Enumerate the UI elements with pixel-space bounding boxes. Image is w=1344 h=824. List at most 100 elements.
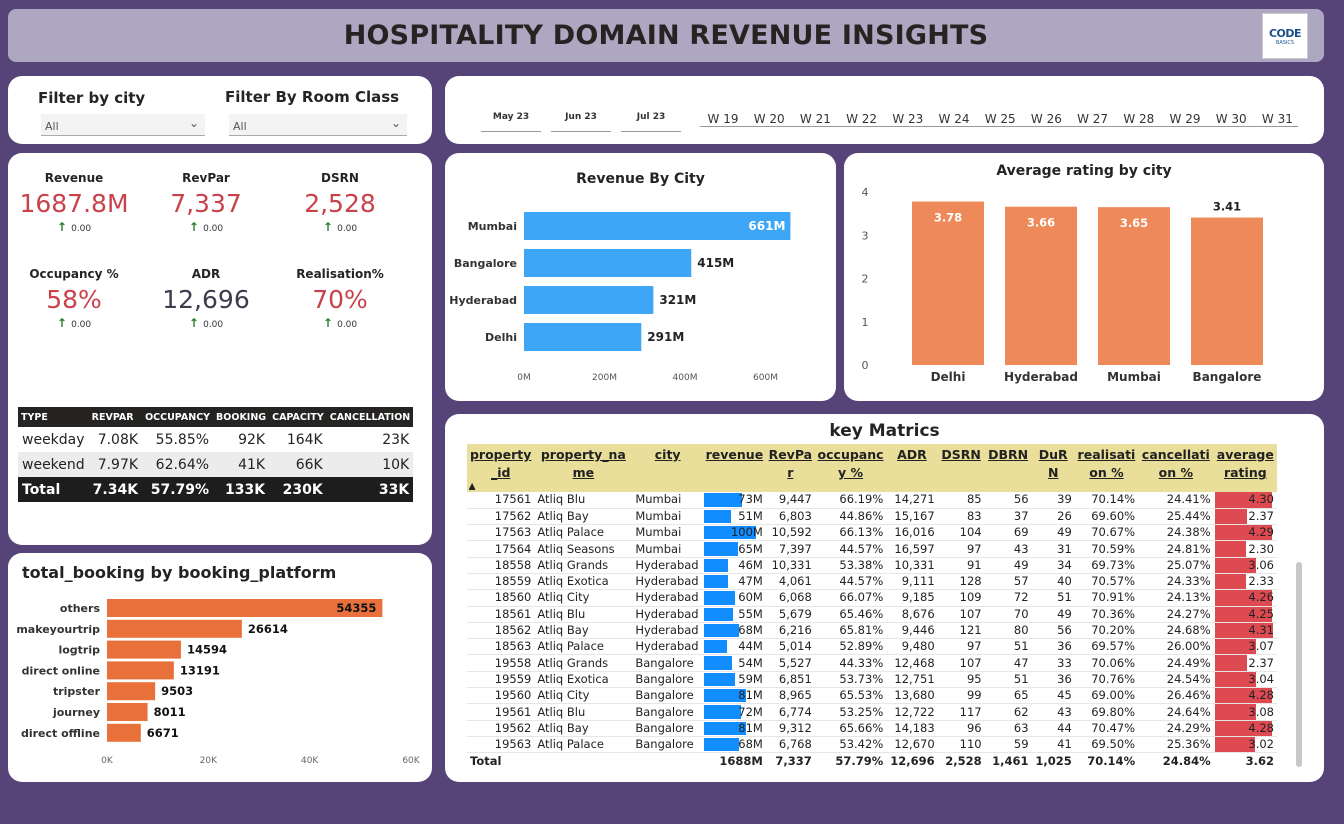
booking-bar[interactable]: [107, 619, 242, 638]
bar-value-label: 8011: [154, 705, 186, 719]
booking-bar[interactable]: [107, 640, 181, 659]
metrics-column-header[interactable]: DBRN: [984, 444, 1032, 492]
table-cell: 2,528: [945, 753, 982, 768]
rating-bar[interactable]: [1191, 217, 1263, 365]
table-cell: 91: [937, 557, 985, 574]
table-header[interactable]: CAPACITY: [269, 407, 327, 427]
week-slicer-item[interactable]: W 26: [1030, 112, 1062, 126]
booking-platform-panel: total_booking by booking_platform others…: [8, 553, 432, 782]
metrics-column-header[interactable]: realisati on %: [1074, 444, 1139, 492]
table-cell: 70.14%: [1087, 753, 1136, 768]
week-slicer-item[interactable]: W 27: [1077, 112, 1109, 126]
booking-bar[interactable]: [107, 661, 174, 680]
week-slicer-item[interactable]: W 30: [1215, 112, 1247, 126]
table-header[interactable]: TYPE: [18, 407, 89, 427]
table-cell: 81M: [703, 720, 766, 737]
rating-bar[interactable]: [912, 201, 984, 365]
week-slicer-item[interactable]: W 25: [984, 112, 1016, 126]
table-cell: Atliq Exotica: [534, 671, 633, 689]
table-cell: Atliq Grands: [534, 557, 633, 574]
metrics-column-header[interactable]: property _id ▲: [467, 444, 535, 492]
revenue-data-bar: [704, 574, 729, 589]
table-cell: 51M: [703, 508, 766, 526]
table-cell: Atliq City: [534, 589, 633, 607]
table-header[interactable]: CANCELLATION: [326, 407, 414, 427]
chevron-down-icon: ⌄: [390, 116, 401, 130]
revenue-bar[interactable]: [524, 212, 791, 240]
table-header[interactable]: OCCUPANCY: [142, 407, 214, 427]
month-slicer-item[interactable]: May 23: [481, 112, 541, 132]
table-row: 18563 Atliq Palace Hyderabad 44M 5,014 52.89%…: [467, 638, 1277, 656]
week-slicer-item[interactable]: W 21: [799, 112, 831, 126]
rating-value: 3.07: [1248, 639, 1274, 654]
table-cell: 56: [984, 492, 1032, 509]
table-cell: 69: [984, 524, 1032, 542]
bar-value-label: 14594: [187, 643, 227, 657]
kpi-label: ADR: [191, 267, 221, 281]
table-scrollbar[interactable]: [1296, 562, 1302, 767]
table-cell: 24.29%: [1138, 720, 1214, 737]
revenue-bar[interactable]: [524, 249, 692, 277]
table-cell: Atliq Seasons: [534, 540, 633, 558]
table-cell: 66.19%: [814, 492, 887, 509]
table-cell: 128: [937, 573, 985, 591]
axis-tick-label: 0K: [101, 756, 114, 766]
metrics-column-header[interactable]: ADR: [886, 444, 938, 492]
week-slicer-item[interactable]: W 28: [1123, 112, 1155, 126]
week-slicer-item[interactable]: W 22: [846, 112, 878, 126]
rating-value: 4.30: [1248, 492, 1274, 507]
kpi-label: DSRN: [321, 171, 359, 185]
metrics-column-header[interactable]: cancellati on %: [1138, 444, 1214, 492]
booking-bar[interactable]: [107, 703, 148, 721]
week-slicer-item[interactable]: W 31: [1261, 112, 1293, 126]
table-header[interactable]: REVPAR: [88, 407, 143, 427]
metrics-column-header[interactable]: RevPa r: [765, 444, 815, 492]
table-cell: 100M: [703, 524, 766, 542]
rating-bar[interactable]: [1098, 207, 1170, 365]
table-cell: 57: [984, 573, 1032, 591]
room-class-filter-dropdown[interactable]: All ⌄: [229, 114, 407, 136]
booking-bar[interactable]: [107, 599, 383, 617]
rating-bar[interactable]: [1005, 206, 1077, 365]
metrics-column-header[interactable]: occupanc y %: [814, 444, 887, 492]
week-slicer-item[interactable]: W 20: [753, 112, 785, 126]
month-slicer-item[interactable]: Jul 23: [621, 112, 681, 132]
sort-ascending-icon[interactable]: ▲: [469, 481, 476, 490]
metrics-column-header[interactable]: average rating: [1213, 444, 1277, 492]
table-cell: 65.81%: [814, 622, 887, 640]
table-cell: 10,331: [886, 557, 938, 574]
axis-tick-label: 600M: [753, 373, 778, 383]
booking-bar[interactable]: [107, 682, 156, 701]
revenue-value: 46M: [738, 557, 763, 572]
metrics-column-header[interactable]: DuR N: [1031, 444, 1075, 492]
table-cell: 43: [984, 540, 1032, 558]
metrics-column-header[interactable]: DSRN: [937, 444, 985, 492]
table-header[interactable]: BOOKING: [213, 407, 270, 427]
revenue-bar[interactable]: [524, 323, 642, 351]
metrics-column-header[interactable]: city: [632, 444, 704, 492]
metrics-column-header[interactable]: revenue: [703, 444, 766, 492]
week-slicer-item[interactable]: W 29: [1169, 112, 1201, 126]
table-cell: 72: [984, 589, 1032, 607]
rating-value: 2.37: [1248, 508, 1274, 523]
revenue-data-bar: [704, 542, 738, 556]
city-filter-dropdown[interactable]: All ⌄: [41, 114, 205, 136]
table-cell: 55.85%: [155, 431, 210, 448]
table-cell: 70.47%: [1074, 720, 1139, 737]
revenue-value: 81M: [738, 720, 763, 735]
table-cell: 66.07%: [814, 589, 887, 607]
table-cell: 4.28: [1213, 720, 1277, 737]
metrics-column-header[interactable]: property_na me: [534, 444, 633, 492]
kpi-value: 1687.8M: [19, 189, 129, 218]
table-cell: 9,185: [886, 589, 938, 607]
week-slicer-item[interactable]: W 19: [707, 112, 739, 126]
month-slicer-item[interactable]: Jun 23: [551, 112, 611, 132]
table-cell: 69.00%: [1074, 687, 1139, 705]
axis-tick-label: 60K: [402, 756, 420, 766]
revenue-bar[interactable]: [524, 286, 654, 314]
table-cell: Atliq Blu: [534, 606, 633, 623]
week-slicer-item[interactable]: W 24: [938, 112, 970, 126]
week-slicer-item[interactable]: W 23: [892, 112, 924, 126]
rating-value: 2.37: [1248, 655, 1274, 670]
booking-bar[interactable]: [107, 723, 141, 742]
